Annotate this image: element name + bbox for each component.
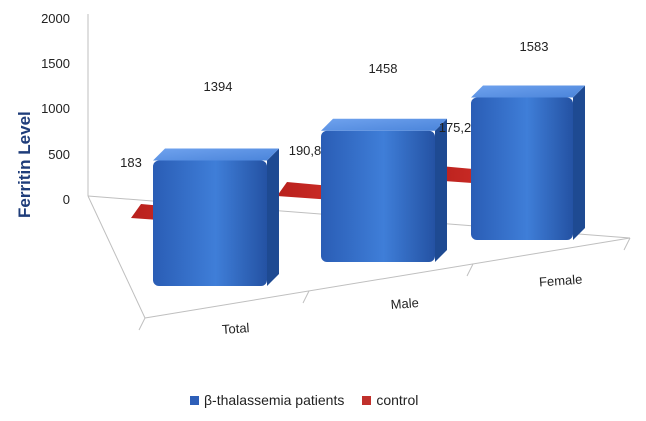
category-label: Male [390, 295, 419, 312]
legend-swatch-red [362, 395, 372, 405]
legend: β-thalassemia patients control [190, 390, 436, 410]
legend-item-control: control [362, 392, 418, 408]
category-label: Female [539, 272, 583, 290]
y-axis-title: Ferritin Level [15, 111, 34, 218]
data-label: 183 [120, 155, 142, 170]
category-label: Total [221, 320, 250, 337]
bar-patients-front [321, 130, 435, 262]
y-tick: 1000 [41, 101, 70, 116]
y-tick: 1500 [41, 56, 70, 71]
bar-patients-front [153, 160, 267, 286]
data-label: 175,2 [439, 120, 472, 135]
bar-patients-side [573, 85, 585, 240]
bar-patients [321, 118, 447, 262]
bar-patients [471, 85, 585, 240]
y-tick: 0 [63, 192, 70, 207]
bar-patients-side [435, 118, 447, 262]
legend-swatch-blue [190, 395, 199, 405]
data-label: 1583 [520, 39, 549, 54]
data-label: 1458 [369, 61, 398, 76]
bar-patients-top [471, 85, 585, 98]
bar-patients-front [471, 97, 573, 240]
y-tick: 500 [48, 147, 70, 162]
y-tick: 2000 [41, 11, 70, 26]
data-label: 190,8 [289, 143, 322, 158]
bar-patients-top [153, 148, 279, 161]
bar-patients [153, 148, 279, 286]
legend-label: control [376, 392, 419, 408]
category-labels: Total Male Female [221, 272, 582, 337]
bar-patients-top [321, 118, 447, 131]
bars-layer: 1394 1458 1583 183 190,8 175,2 [120, 39, 585, 286]
y-axis-ticks: 2000 1500 1000 500 0 [41, 11, 70, 207]
legend-label: β-thalassemia patients [204, 392, 345, 408]
bar-patients-side [267, 148, 279, 286]
legend-item-patients: β-thalassemia patients [190, 392, 344, 408]
data-label: 1394 [204, 79, 233, 94]
